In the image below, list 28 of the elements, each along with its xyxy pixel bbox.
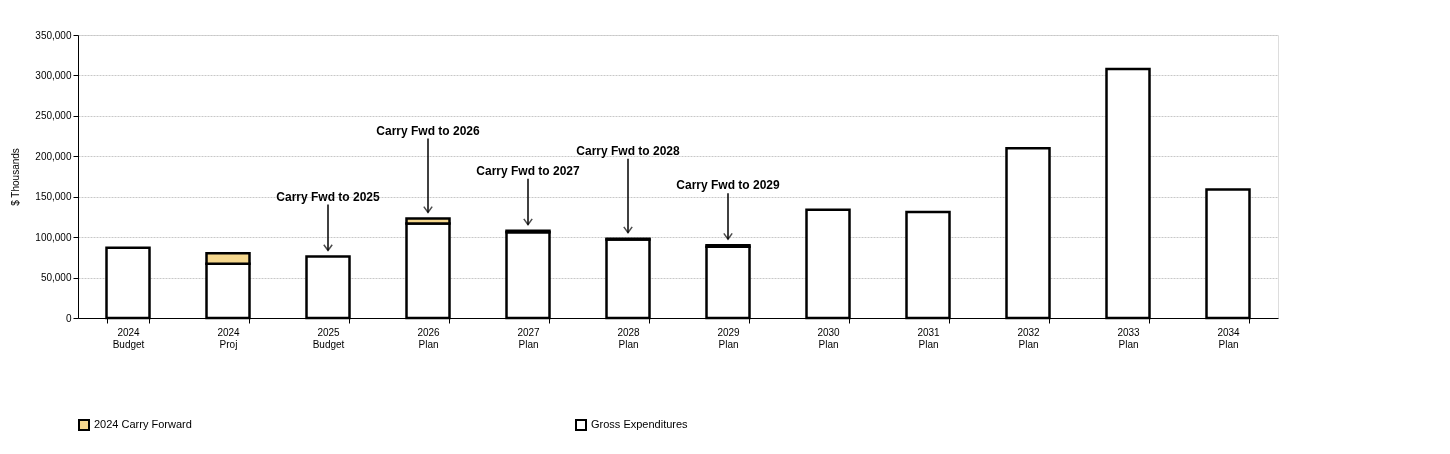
- y-tick-label: 50,000: [40, 272, 72, 284]
- x-tick-label: 2033 Plan: [1117, 326, 1141, 350]
- annotation: Carry Fwd to 2025: [276, 189, 381, 204]
- x-tick-label: 2029 Plan: [717, 326, 741, 350]
- annotation: Carry Fwd to 2029: [676, 178, 781, 193]
- legend-label: Gross Expenditures: [591, 418, 689, 430]
- x-tick-label: 2028 Plan: [617, 326, 641, 350]
- x-tick-label: 2026 Plan: [417, 326, 441, 350]
- y-axis-title: $ Thousands: [10, 148, 22, 206]
- y-tick-label: 300,000: [35, 69, 72, 81]
- x-tick-label: 2027 Plan: [517, 326, 541, 350]
- y-tick-label: 100,000: [35, 231, 72, 243]
- x-tick-label: 2031 Plan: [917, 326, 941, 350]
- x-tick-label: 2024 Proj: [217, 326, 241, 350]
- annotation: Carry Fwd to 2027: [476, 163, 581, 178]
- annotation: Carry Fwd to 2026: [376, 123, 481, 138]
- y-tick-label: 250,000: [35, 110, 72, 122]
- y-tick-label: 0: [65, 312, 72, 324]
- x-tick-label: 2024 Budget: [112, 326, 145, 350]
- annotation: Carry Fwd to 2028: [576, 143, 681, 158]
- x-tick-label: 2025 Budget: [312, 326, 345, 350]
- x-tick-label: 2034 Plan: [1217, 326, 1241, 350]
- y-tick-label: 150,000: [35, 191, 72, 203]
- x-tick-label: 2030 Plan: [817, 326, 841, 350]
- x-tick-label: 2032 Plan: [1017, 326, 1041, 350]
- legend-label: 2024 Carry Forward: [94, 418, 192, 430]
- y-tick-label: 200,000: [35, 150, 72, 162]
- y-tick-label: 350,000: [35, 29, 72, 41]
